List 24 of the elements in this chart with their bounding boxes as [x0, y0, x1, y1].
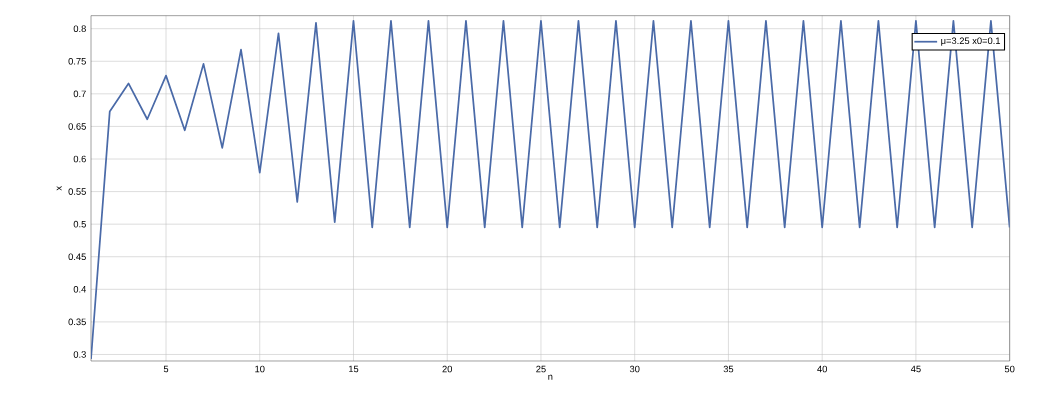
y-axis-title: x	[56, 186, 62, 191]
y-tick-label: 0.55	[68, 188, 86, 195]
x-tick-label: 5	[163, 365, 169, 373]
legend-label: μ=3.25 x0=0.1	[941, 37, 1001, 46]
x-tick-label: 15	[349, 365, 359, 373]
x-tick-label: 40	[817, 365, 828, 373]
x-tick-label: 25	[536, 365, 546, 373]
x-tick-label: 50	[1004, 365, 1015, 373]
x-tick-label: 45	[910, 365, 921, 373]
y-tick-label: 0.7	[73, 90, 86, 98]
y-tick-label: 0.75	[68, 57, 86, 65]
y-tick-label: 0.6	[73, 155, 86, 163]
y-tick-label: 0.45	[68, 253, 86, 261]
x-axis-title: n	[548, 374, 553, 380]
y-tick-label: 0.65	[68, 123, 86, 130]
x-tick-label: 30	[629, 365, 640, 373]
x-tick-label: 20	[442, 365, 453, 373]
y-tick-label: 0.35	[68, 318, 86, 326]
y-tick-label: 0.4	[73, 286, 87, 293]
y-tick-label: 0.8	[73, 25, 86, 32]
x-tick-label: 10	[255, 365, 265, 373]
x-tick-label: 35	[723, 365, 734, 373]
y-tick-label: 0.3	[73, 351, 86, 358]
y-tick-label: 0.5	[73, 220, 86, 228]
